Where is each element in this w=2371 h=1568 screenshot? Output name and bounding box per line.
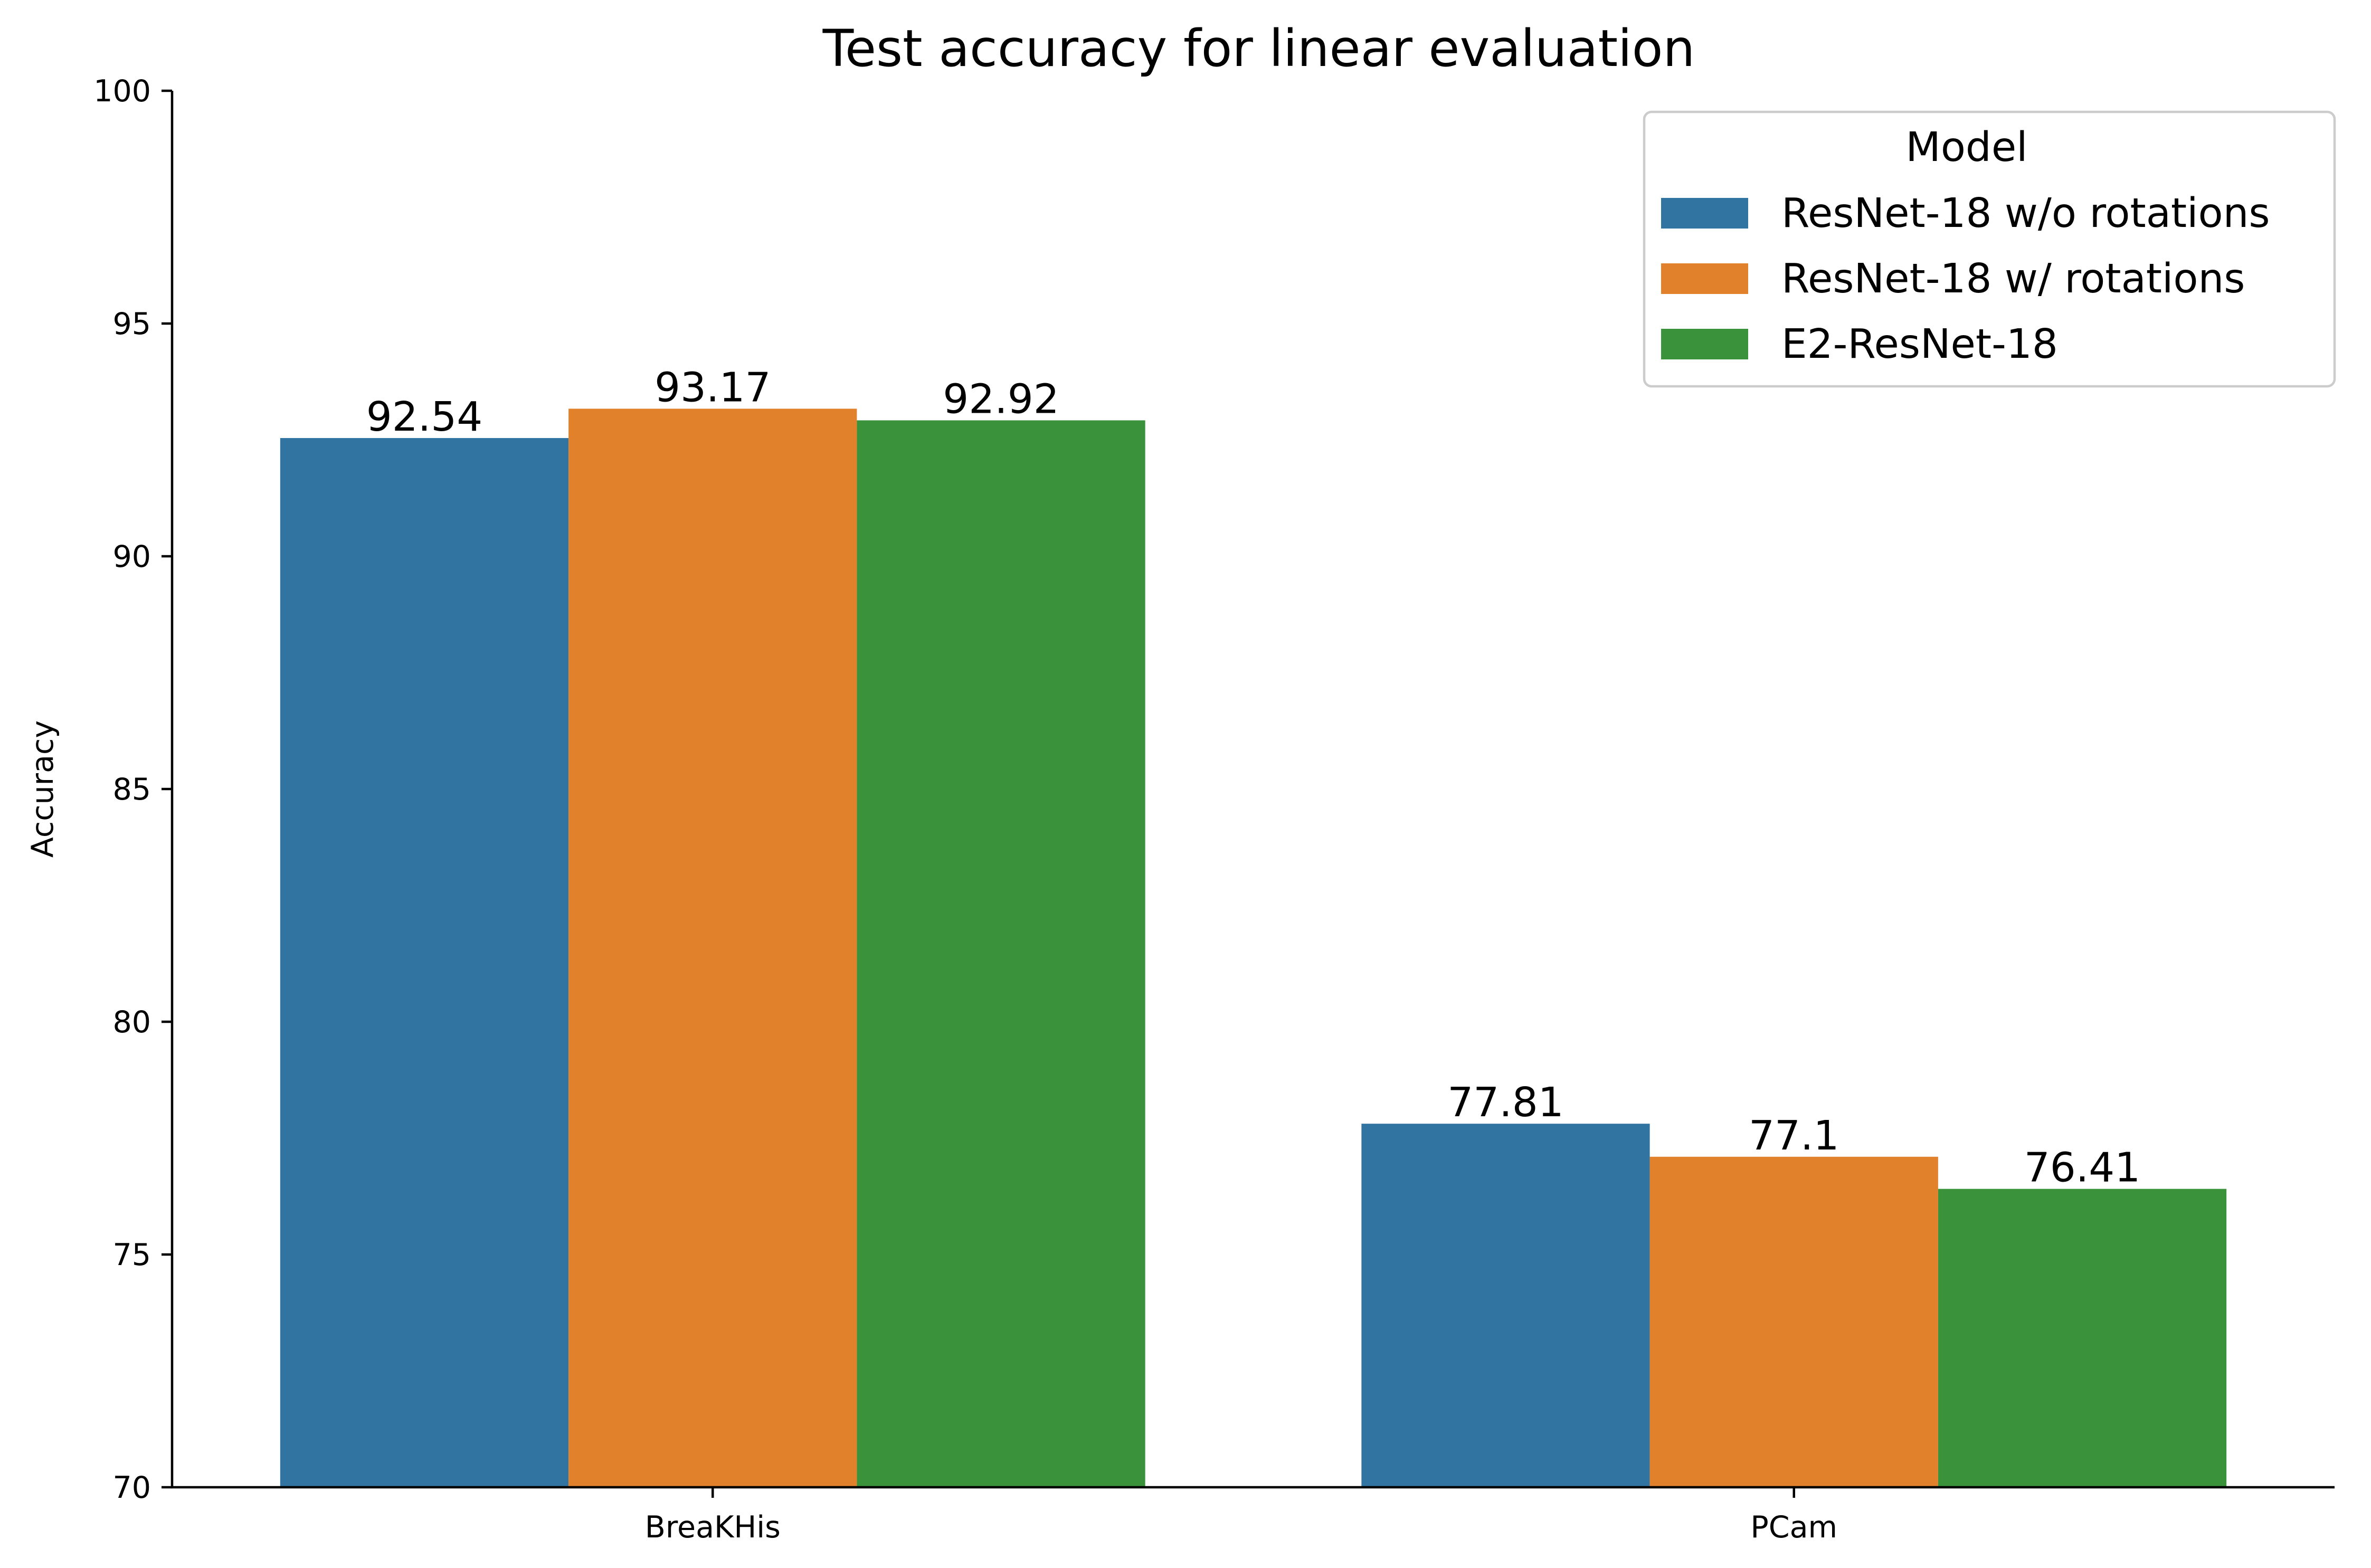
legend-title: Model <box>1905 124 2027 171</box>
y-tick-label: 90 <box>112 539 151 574</box>
x-axis-ticks: BreaKHis PCam <box>645 1487 1837 1545</box>
legend-items: ResNet-18 w/o rotations ResNet-18 w/ rota… <box>1661 190 2270 368</box>
data-labels: 92.54 93.17 92.92 77.81 77.1 76.41 <box>366 364 2140 1191</box>
bar <box>568 408 857 1487</box>
y-axis-label: Accuracy <box>25 720 60 858</box>
bar <box>1938 1189 2227 1487</box>
data-label: 76.41 <box>2024 1145 2140 1192</box>
data-label: 92.54 <box>366 394 482 441</box>
bar <box>1361 1124 1650 1487</box>
chart-title: Test accuracy for linear evaluation <box>822 19 1695 78</box>
bar <box>857 420 1145 1487</box>
y-tick-label: 80 <box>112 1005 151 1040</box>
legend-entry-label: ResNet-18 w/ rotations <box>1781 255 2245 302</box>
y-tick-label: 100 <box>93 74 151 109</box>
bar <box>280 438 569 1488</box>
y-tick-label: 75 <box>112 1238 151 1272</box>
legend-frame <box>1643 110 2336 388</box>
bar <box>1649 1156 1938 1487</box>
x-tick-label: BreaKHis <box>645 1510 781 1545</box>
y-tick-label: 70 <box>112 1470 151 1505</box>
legend-swatch <box>1661 198 1748 229</box>
x-tick-label: PCam <box>1750 1510 1837 1545</box>
legend-swatch <box>1661 329 1748 359</box>
legend-swatch <box>1661 263 1748 294</box>
data-label: 77.1 <box>1749 1113 1839 1160</box>
y-tick-label: 85 <box>112 772 151 807</box>
y-tick-label: 95 <box>112 307 151 341</box>
legend-entry-label: E2-ResNet-18 <box>1781 321 2058 368</box>
data-label: 77.81 <box>1447 1079 1563 1126</box>
data-label: 93.17 <box>655 364 771 411</box>
legend-entry-label: ResNet-18 w/o rotations <box>1781 190 2270 237</box>
bars <box>280 408 2227 1488</box>
y-axis-ticks: 70 75 80 85 90 95 100 <box>93 74 172 1505</box>
data-label: 92.92 <box>943 376 1059 423</box>
